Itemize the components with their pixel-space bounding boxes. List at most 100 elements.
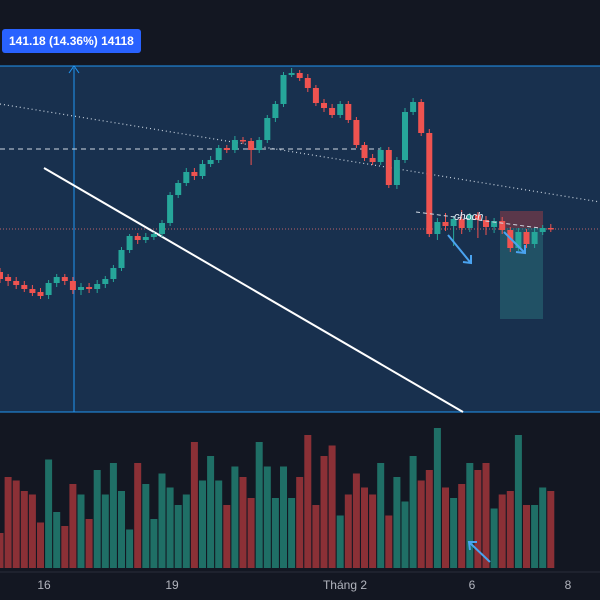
candle-body	[418, 102, 425, 133]
trendline	[43, 167, 464, 413]
candle-body	[377, 150, 384, 162]
x-tick-label: 8	[565, 578, 572, 592]
candle-body	[240, 140, 246, 142]
x-tick-label: 16	[37, 578, 51, 592]
x-axis: 16 19 Tháng 2 6 8	[0, 571, 600, 600]
candle-body	[86, 287, 93, 289]
candle-body	[167, 195, 174, 223]
candle-body	[199, 164, 206, 176]
volume-bar	[514, 435, 522, 568]
volume-bar	[158, 473, 166, 568]
candle-body	[442, 222, 449, 226]
volume-bar	[69, 484, 77, 568]
volume-bar	[442, 487, 449, 568]
candle-body	[69, 281, 76, 290]
volume-bar	[385, 515, 393, 568]
volume-bar	[126, 529, 134, 568]
candle-body	[94, 284, 101, 289]
volume-bar	[320, 456, 328, 568]
candle-body	[466, 215, 473, 228]
candle-body	[191, 172, 198, 176]
measure-arrow-head	[68, 65, 80, 74]
candle-body	[264, 118, 271, 140]
candle-body	[369, 158, 376, 162]
x-tick-label: 19	[165, 578, 179, 592]
volume-bar	[450, 498, 458, 568]
candle-body	[491, 221, 498, 227]
candle-body	[345, 104, 352, 120]
volume-bar	[490, 508, 498, 568]
volume-bar	[466, 463, 474, 568]
candle-body	[353, 120, 360, 145]
candle-body	[13, 281, 20, 285]
volume-bar	[199, 480, 206, 568]
volume-bar	[547, 491, 555, 568]
volume-bar	[101, 494, 109, 568]
candle-body	[393, 160, 400, 185]
measure-price-change: 141.18	[9, 34, 46, 48]
choch-label: choch	[454, 211, 483, 223]
candle-body	[523, 232, 530, 244]
candle-body	[531, 232, 538, 244]
volume-bar	[28, 494, 36, 568]
volume-bar	[458, 484, 466, 568]
volume-bar	[134, 463, 142, 568]
candle-body	[61, 277, 68, 281]
candle-body	[337, 104, 344, 115]
x-tick-label: Tháng 2	[323, 578, 367, 592]
volume-bar	[271, 498, 279, 568]
volume-bar	[215, 480, 223, 568]
candle-body	[53, 277, 60, 283]
volume-bar	[401, 501, 409, 568]
candle-body	[126, 236, 133, 250]
volume-bar	[377, 463, 385, 568]
volume-bars	[0, 428, 555, 568]
volume-bar	[142, 484, 150, 568]
volume-bar	[433, 428, 441, 568]
candle-body	[29, 289, 36, 293]
candle-body	[515, 232, 522, 248]
measure-percent-change: (14.36%)	[49, 34, 98, 48]
volume-bar	[223, 505, 231, 568]
volume-bar	[85, 519, 93, 568]
volume-bar	[166, 487, 174, 568]
candle-body	[304, 78, 311, 88]
candle-body	[110, 268, 117, 279]
volume-bar	[498, 494, 506, 568]
volume-bar	[53, 512, 61, 568]
candle-body	[288, 73, 295, 75]
volume-bar	[190, 442, 198, 568]
candle-body	[159, 223, 165, 234]
candle-body	[272, 104, 279, 118]
candle-body	[183, 172, 190, 183]
volume-bar	[20, 491, 28, 568]
candle-body	[102, 279, 109, 284]
volume-bar	[425, 470, 433, 568]
volume-bar	[12, 480, 20, 568]
annotation-layer: choch	[415, 211, 541, 563]
candle-body	[223, 148, 230, 150]
volume-bar	[531, 505, 539, 568]
candle-body	[248, 141, 255, 150]
volume-bar	[506, 491, 514, 568]
volume-bar	[247, 498, 255, 568]
volume-bar	[393, 477, 401, 568]
candle-body	[474, 215, 481, 220]
volume-bar	[231, 466, 239, 568]
volume-bar	[409, 456, 417, 568]
candle-body	[321, 103, 327, 108]
candle-body	[458, 219, 465, 228]
candle-series	[0, 68, 554, 299]
candle-body	[150, 234, 157, 237]
volume-bar	[539, 487, 547, 568]
volume-bar	[336, 515, 344, 568]
volume-bar	[280, 466, 287, 568]
candle-body	[539, 228, 546, 232]
volume-bar	[109, 463, 117, 568]
x-tick-label: 6	[469, 578, 476, 592]
volume-bar	[361, 487, 368, 568]
candle-body	[547, 228, 554, 230]
candle-body	[142, 237, 149, 240]
